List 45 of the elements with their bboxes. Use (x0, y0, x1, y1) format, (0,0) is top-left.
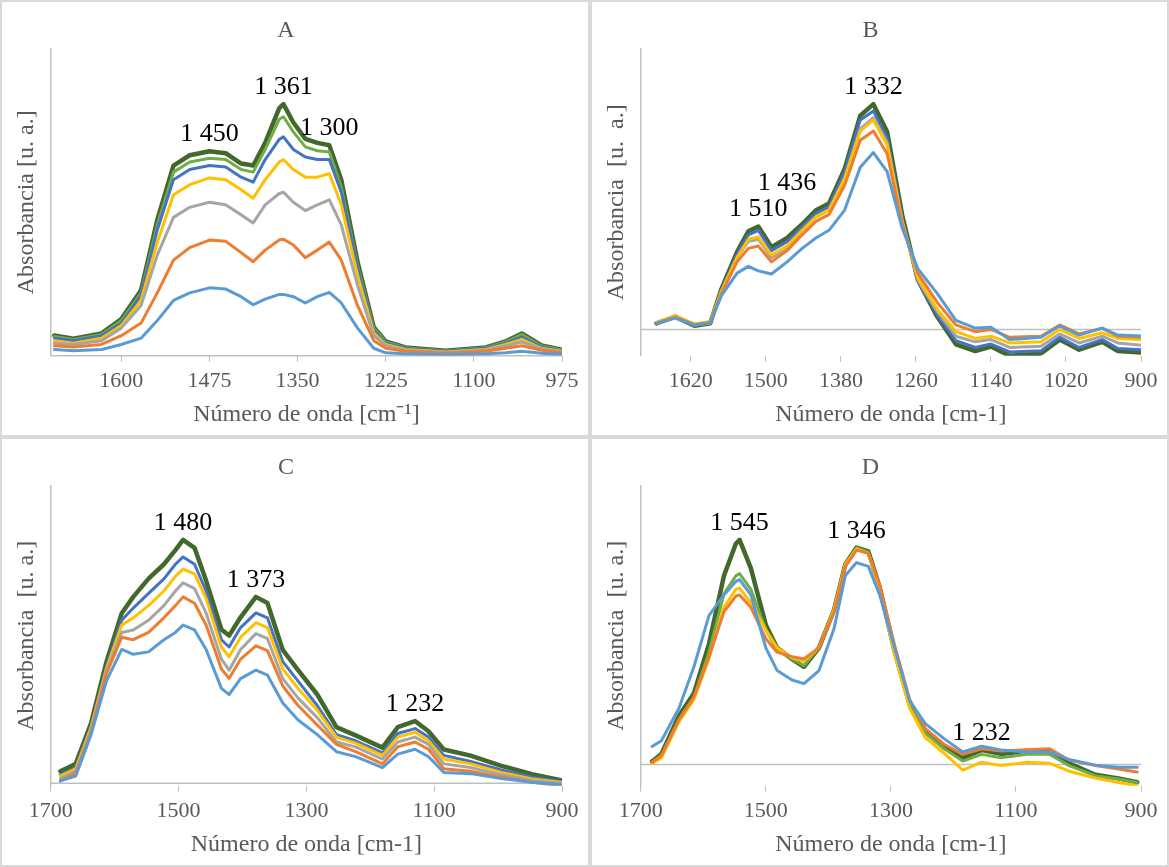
x-tick-label: 1350 (275, 366, 320, 392)
x-tick-label: 1700 (28, 796, 73, 822)
x-tick-label: 1500 (156, 796, 201, 822)
annotation: 1 480 (153, 506, 213, 536)
x-tick-label: 1500 (743, 796, 788, 822)
annotation: 1 450 (180, 118, 239, 148)
x-tick-label: 1380 (818, 366, 863, 392)
x-tick-label: 900 (1124, 366, 1158, 392)
annotation: 1 332 (844, 71, 903, 101)
x-tick-label: 900 (1124, 796, 1158, 822)
annotation: 1 373 (226, 563, 286, 593)
x-tick-label: 1100 (412, 796, 456, 822)
x-tick-label: 1225 (363, 366, 408, 392)
x-axis-title: Número de onda [cm-1] (190, 829, 423, 856)
x-tick-label: 1620 (668, 366, 713, 392)
x-tick-label: 1100 (452, 366, 496, 392)
annotation: 1 232 (385, 688, 445, 718)
x-tick-label: 1500 (743, 366, 788, 392)
annotation: 1 545 (710, 506, 769, 536)
chart-title: A (277, 15, 296, 42)
y-axis-title: Absorbancia [u. a.] (601, 540, 628, 731)
y-axis-title: Absorbancia [u. a.] (601, 104, 628, 301)
x-tick-label: 1600 (99, 366, 144, 392)
annotation: 1 232 (952, 717, 1011, 747)
y-axis-title: Absorbancia [u. a.] (11, 540, 38, 731)
chart-title: B (862, 15, 879, 42)
x-tick-label: 1475 (187, 366, 232, 392)
y-axis-title: Absorbancia [u. a.] (11, 110, 38, 295)
chart-title: D (861, 452, 880, 479)
x-tick-label: 1100 (994, 796, 1038, 822)
x-axis-title: Número de onda [cm⁻¹] (193, 399, 420, 426)
annotation: 1 300 (300, 112, 359, 142)
annotation: 1 361 (254, 71, 313, 101)
x-tick-label: 1300 (868, 796, 913, 822)
x-tick-label: 900 (545, 796, 579, 822)
x-tick-label: 1300 (284, 796, 329, 822)
x-tick-label: 975 (545, 366, 579, 392)
x-tick-label: 1260 (893, 366, 938, 392)
x-tick-label: 1700 (618, 796, 663, 822)
chart-title: C (277, 452, 295, 479)
x-axis-title: Número de onda [cm-1] (775, 399, 1007, 426)
x-axis-title: Número de onda [cm-1] (775, 829, 1007, 856)
x-tick-label: 1140 (969, 366, 1013, 392)
annotation: 1 346 (827, 514, 886, 544)
x-tick-label: 1020 (1043, 366, 1088, 392)
